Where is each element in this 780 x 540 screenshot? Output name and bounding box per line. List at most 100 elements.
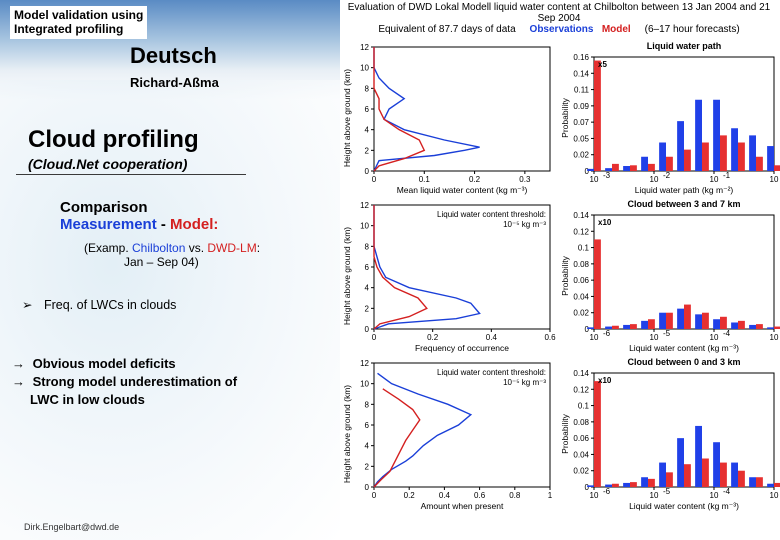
comparison-block: Comparison Measurement - Model: (Examp. … bbox=[60, 199, 330, 269]
svg-text:Probability: Probability bbox=[560, 413, 570, 453]
header-sub-right: (6–17 hour forecasts) bbox=[645, 24, 740, 35]
svg-text:4: 4 bbox=[365, 126, 370, 135]
example-line: (Examp. Chilbolton vs. DWD-LM: Jan – Sep… bbox=[84, 241, 330, 269]
svg-text:0.4: 0.4 bbox=[439, 491, 451, 500]
lm: DWD-LM bbox=[207, 241, 256, 255]
svg-text:0.1: 0.1 bbox=[578, 244, 590, 253]
comparison-label: Comparison bbox=[60, 199, 330, 216]
f1-text: Obvious model deficits bbox=[33, 356, 176, 371]
svg-text:10: 10 bbox=[710, 333, 719, 342]
svg-text:x10: x10 bbox=[598, 218, 612, 227]
svg-text:-5: -5 bbox=[663, 487, 671, 496]
svg-text:0: 0 bbox=[372, 175, 377, 184]
subtitle: (Cloud.Net cooperation) bbox=[28, 156, 330, 172]
model-word: Model: bbox=[170, 216, 218, 233]
svg-text:0.2: 0.2 bbox=[404, 491, 416, 500]
svg-text:Mean liquid water content (kg: Mean liquid water content (kg m⁻³) bbox=[397, 185, 528, 195]
svg-text:0.6: 0.6 bbox=[544, 333, 556, 342]
svg-text:-2: -2 bbox=[663, 171, 671, 180]
charts-header-sub: Equivalent of 87.7 days of data Observat… bbox=[338, 24, 780, 35]
svg-text:10: 10 bbox=[770, 175, 779, 184]
vs: vs. bbox=[189, 241, 208, 255]
svg-text:10: 10 bbox=[650, 333, 659, 342]
svg-text:0.2: 0.2 bbox=[427, 333, 439, 342]
svg-text:0.09: 0.09 bbox=[573, 102, 589, 111]
chart-r3-left: 02468101200.20.40.60.81Height above grou… bbox=[338, 355, 556, 513]
svg-text:x5: x5 bbox=[598, 60, 607, 69]
svg-text:-6: -6 bbox=[603, 487, 611, 496]
findings-block: → Obvious model deficits → Strong model … bbox=[12, 356, 330, 409]
footer-email: Dirk.Engelbart@dwd.de bbox=[24, 522, 119, 532]
svg-text:1: 1 bbox=[548, 491, 553, 500]
subbrand-partial: Richard-Aßma bbox=[130, 75, 330, 90]
svg-text:2: 2 bbox=[365, 146, 370, 155]
chart-r1-left: 02468101200.10.20.3Height above ground (… bbox=[338, 39, 556, 197]
svg-text:0.02: 0.02 bbox=[573, 309, 589, 318]
svg-text:10: 10 bbox=[710, 175, 719, 184]
svg-text:4: 4 bbox=[365, 442, 370, 451]
svg-text:0.12: 0.12 bbox=[573, 227, 589, 236]
svg-text:Liquid water content threshold: Liquid water content threshold: bbox=[437, 368, 546, 377]
svg-text:0.04: 0.04 bbox=[573, 450, 589, 459]
svg-text:0.08: 0.08 bbox=[573, 260, 589, 269]
svg-text:0: 0 bbox=[372, 491, 377, 500]
svg-text:Liquid water content threshold: Liquid water content threshold: bbox=[437, 210, 546, 219]
bullet-icon: ➢ bbox=[22, 298, 32, 312]
svg-text:10: 10 bbox=[590, 333, 599, 342]
svg-text:0: 0 bbox=[365, 483, 370, 492]
f2a-text: Strong model underestimation of bbox=[33, 374, 237, 389]
svg-text:-1: -1 bbox=[723, 171, 731, 180]
brand-partial: Deutsch bbox=[130, 43, 330, 69]
charts-header-title: Evaluation of DWD Lokal Modell liquid wa… bbox=[338, 0, 780, 24]
svg-text:Cloud between 3 and 7 km: Cloud between 3 and 7 km bbox=[627, 199, 740, 209]
svg-text:Liquid water path: Liquid water path bbox=[647, 41, 722, 51]
finding-2a: → Strong model underestimation of bbox=[12, 374, 330, 390]
charts-column: Evaluation of DWD Lokal Modell liquid wa… bbox=[338, 0, 780, 540]
header-line-2: Integrated profiling bbox=[14, 22, 143, 36]
svg-text:10⁻⁵ kg m⁻³: 10⁻⁵ kg m⁻³ bbox=[503, 220, 546, 229]
svg-text:-5: -5 bbox=[663, 329, 671, 338]
svg-text:6: 6 bbox=[365, 421, 370, 430]
arrow-icon: → bbox=[12, 374, 25, 389]
svg-text:10: 10 bbox=[650, 491, 659, 500]
left-column: Model validation using Integrated profil… bbox=[0, 0, 340, 540]
svg-text:2: 2 bbox=[365, 304, 370, 313]
svg-text:0.16: 0.16 bbox=[573, 53, 589, 62]
svg-text:0.14: 0.14 bbox=[573, 211, 589, 220]
measurement-model-line: Measurement - Model: bbox=[60, 216, 330, 233]
svg-text:10: 10 bbox=[360, 222, 369, 231]
svg-text:Probability: Probability bbox=[560, 255, 570, 295]
svg-text:0.05: 0.05 bbox=[573, 134, 589, 143]
svg-text:Frequency of occurrence: Frequency of occurrence bbox=[415, 343, 509, 353]
svg-text:0: 0 bbox=[365, 325, 370, 334]
chart-r3-right: Cloud between 0 and 3 km00.020.040.060.0… bbox=[556, 355, 780, 513]
svg-text:Liquid water content (kg m⁻³): Liquid water content (kg m⁻³) bbox=[629, 343, 739, 353]
svg-text:0.2: 0.2 bbox=[469, 175, 481, 184]
examp-prefix: (Examp. bbox=[84, 241, 132, 255]
svg-text:Amount when present: Amount when present bbox=[421, 501, 504, 511]
svg-text:0.3: 0.3 bbox=[519, 175, 531, 184]
svg-text:Height above ground (km): Height above ground (km) bbox=[342, 227, 352, 325]
mod-label: Model bbox=[602, 24, 631, 35]
freq-text: Freq. of LWCs in clouds bbox=[44, 298, 176, 312]
svg-text:12: 12 bbox=[360, 201, 369, 210]
svg-text:10: 10 bbox=[650, 175, 659, 184]
svg-text:6: 6 bbox=[365, 263, 370, 272]
charts-grid: 02468101200.10.20.3Height above ground (… bbox=[338, 39, 780, 513]
svg-text:0.14: 0.14 bbox=[573, 369, 589, 378]
svg-text:0.6: 0.6 bbox=[474, 491, 486, 500]
freq-line: ➢ Freq. of LWCs in clouds bbox=[22, 297, 330, 312]
svg-text:Cloud between 0 and 3 km: Cloud between 0 and 3 km bbox=[627, 357, 740, 367]
svg-text:10: 10 bbox=[710, 491, 719, 500]
svg-text:0: 0 bbox=[365, 167, 370, 176]
svg-text:10: 10 bbox=[770, 491, 779, 500]
svg-text:6: 6 bbox=[365, 105, 370, 114]
svg-text:2: 2 bbox=[365, 462, 370, 471]
svg-text:0.04: 0.04 bbox=[573, 292, 589, 301]
svg-text:-4: -4 bbox=[723, 329, 731, 338]
svg-text:0.11: 0.11 bbox=[574, 86, 590, 95]
svg-text:-6: -6 bbox=[603, 329, 611, 338]
svg-text:8: 8 bbox=[365, 84, 370, 93]
svg-text:Liquid water content (kg m⁻³): Liquid water content (kg m⁻³) bbox=[629, 501, 739, 511]
svg-text:0: 0 bbox=[372, 333, 377, 342]
